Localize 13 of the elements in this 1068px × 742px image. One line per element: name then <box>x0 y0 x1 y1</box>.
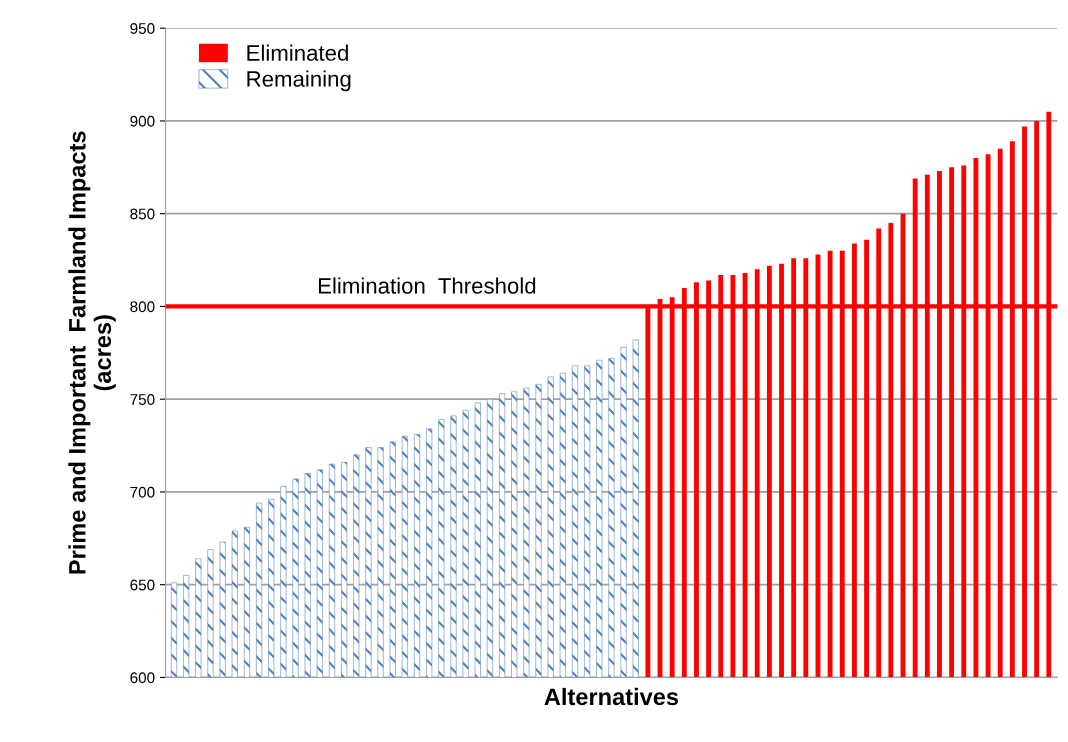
y-tick-label: 650 <box>130 579 155 591</box>
y-tick-label: 900 <box>130 115 155 127</box>
y-tick-label: 800 <box>130 301 155 313</box>
y-tick-label: 700 <box>130 486 155 498</box>
ref-line-label: Elimination Threshold <box>318 277 536 294</box>
y-axis-title: Prime and Important Farmland Impacts (acres) <box>68 131 116 574</box>
y-tick-label: 850 <box>130 208 155 220</box>
y-tick-label: 600 <box>130 672 155 684</box>
legend-label: Eliminated <box>247 44 348 61</box>
y-tick-label: 750 <box>130 394 155 405</box>
x-axis-title: Alternatives <box>544 687 679 706</box>
y-tick-label: 950 <box>130 23 155 34</box>
legend-label: Remaining <box>247 70 351 92</box>
